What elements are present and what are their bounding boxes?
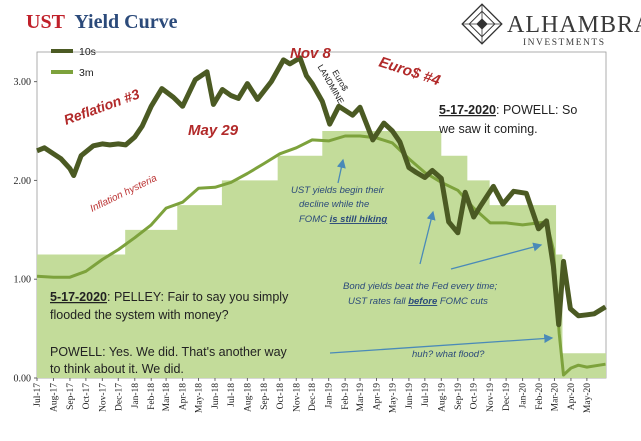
logo-subtitle: INVESTMENTS	[523, 38, 605, 48]
annotation-fomc-hiking-line1: UST yields begin their	[291, 185, 385, 196]
x-tick-label: Oct-18	[276, 383, 286, 410]
y-tick-label: 2.00	[14, 176, 32, 187]
powell-quote-top-line1: : POWELL: So	[496, 103, 577, 117]
arrow-bond-beat-right	[450, 242, 543, 270]
legend-10s-label: 10s	[79, 46, 96, 58]
powell-quote-top-line2: we saw it coming.	[438, 122, 538, 136]
arrow-fomc-hiking	[336, 158, 346, 184]
annotation-huh: huh? what flood?	[412, 349, 485, 360]
pelley-quote-date: 5-17-2020	[50, 290, 107, 304]
x-tick-label: Oct-17	[82, 383, 92, 410]
x-tick-label: Aug-19	[437, 383, 447, 412]
x-tick-label: Mar-18	[162, 383, 172, 412]
x-tick-label: Apr-18	[179, 383, 189, 410]
annotation-fomc-hiking-line2: decline while the	[299, 199, 369, 210]
x-axis: Jul-17 Aug-17 Sep-17 Oct-17 Nov-17 Dec-17 Jan-…	[33, 378, 593, 413]
annotation-bond-beat-prefix: UST rates fall	[348, 296, 408, 307]
x-tick-label: Aug-18	[243, 383, 253, 412]
x-tick-label: Mar-20	[550, 383, 560, 412]
annotation-euros4: Euro$ #4	[377, 54, 443, 90]
powell-quote-line1: POWELL: Yes. We did. That's another way	[50, 345, 288, 359]
annotation-may29: May 29	[188, 122, 239, 139]
x-tick-label: Mar-19	[356, 383, 366, 412]
x-tick-label: Dec-19	[502, 383, 512, 411]
x-tick-label: Sep-19	[454, 383, 464, 410]
x-tick-label: Dec-18	[308, 383, 318, 411]
annotation-bond-beat-suffix: FOMC cuts	[437, 296, 488, 307]
title-rest: Yield Curve	[74, 11, 177, 33]
x-tick-label: Nov-19	[486, 383, 496, 412]
x-tick-label: Oct-19	[470, 383, 480, 410]
pelley-quote-line2: flooded the system with money?	[50, 308, 229, 322]
x-tick-label: Apr-20	[567, 383, 577, 410]
arrow-bond-beat-left	[419, 210, 436, 265]
x-tick-label: Feb-19	[341, 383, 351, 410]
y-axis: 0.00 1.00 2.00 3.00	[14, 77, 37, 385]
x-tick-label: Nov-18	[292, 383, 302, 412]
annotation-fomc-prefix: FOMC	[299, 214, 330, 225]
x-tick-label: May-18	[195, 383, 205, 413]
logo-name: ALHAMBRA	[507, 12, 641, 38]
fed-funds-area	[37, 131, 606, 378]
x-tick-label: Jan-18	[131, 383, 141, 409]
x-tick-label: May-20	[583, 383, 593, 413]
x-tick-label: Jul-17	[33, 383, 43, 407]
x-tick-label: Sep-18	[260, 383, 270, 410]
x-tick-label: Jul-18	[227, 383, 237, 407]
annotation-fomc-emphasis: is still hiking	[330, 214, 388, 225]
x-tick-label: Jan-19	[325, 383, 335, 409]
powell-quote-top: 5-17-2020: POWELL: So	[439, 103, 577, 117]
x-tick-label: Jun-18	[211, 383, 221, 409]
x-tick-label: Feb-20	[535, 383, 545, 410]
x-tick-label: Sep-17	[66, 383, 76, 410]
alhambra-logo: ALHAMBRA INVESTMENTS	[461, 3, 641, 48]
pelley-quote-line1: 5-17-2020: PELLEY: Fair to say you simpl…	[50, 290, 289, 304]
x-tick-label: May-19	[388, 383, 398, 413]
x-tick-label: Jan-20	[519, 383, 529, 409]
y-tick-label: 0.00	[14, 374, 32, 385]
x-tick-label: Apr-19	[372, 383, 382, 410]
x-tick-label: Aug-17	[49, 383, 59, 412]
annotation-bond-beat-line1: Bond yields beat the Fed every time;	[343, 281, 498, 292]
y-tick-label: 1.00	[14, 275, 32, 286]
annotation-reflation3: Reflation #3	[62, 86, 142, 128]
chart-title: UST Yield Curve	[26, 11, 178, 33]
diamond-logo-icon	[461, 3, 503, 45]
x-tick-label: Jun-19	[405, 383, 415, 409]
x-tick-label: Feb-18	[147, 383, 157, 410]
legend-3m-label: 3m	[79, 67, 94, 79]
x-tick-label: Jul-19	[421, 383, 431, 407]
x-tick-label: Nov-17	[98, 383, 108, 412]
x-tick-label: Dec-17	[114, 383, 124, 411]
annotation-fomc-hiking-line3: FOMC is still hiking	[299, 214, 387, 225]
pelley-quote-text: : PELLEY: Fair to say you simply	[107, 290, 289, 304]
powell-quote-top-date: 5-17-2020	[439, 103, 496, 117]
y-tick-label: 3.00	[14, 77, 32, 88]
arrow-huh	[329, 333, 554, 354]
annotation-nov8: Nov 8	[290, 45, 332, 62]
annotation-bond-beat-emphasis: before	[408, 296, 438, 307]
powell-quote-line2: to think about it. We did.	[50, 362, 184, 376]
annotation-inflation-hysteria: Inflation hysteria	[88, 173, 159, 215]
legend: 10s 3m	[51, 46, 96, 79]
annotation-bond-beat-line2: UST rates fall before FOMC cuts	[348, 296, 488, 307]
series-10s-line	[36, 55, 607, 328]
title-accent: UST	[26, 11, 66, 33]
